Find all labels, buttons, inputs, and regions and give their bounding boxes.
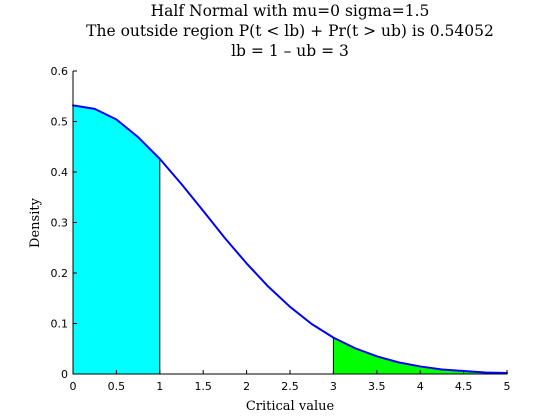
y-tick-label: 0.1	[51, 318, 69, 331]
density-curve-group	[72, 104, 508, 374]
x-tick-label: 2.5	[281, 380, 299, 393]
y-tick-label: 0.6	[51, 65, 69, 78]
density-curve	[72, 104, 508, 374]
x-axis-label: Critical value	[246, 399, 335, 414]
x-tick-label: 4	[417, 380, 424, 393]
chart-title-line-3: lb = 1 – ub = 3	[231, 42, 349, 60]
y-tick-label: 0	[61, 368, 68, 381]
y-axis-label: Density	[28, 197, 43, 248]
x-tick-label: 2	[243, 380, 250, 393]
y-tick-label: 0.4	[51, 166, 69, 179]
chart-title-line-2: The outside region P(t < lb) + Pr(t > ub…	[86, 22, 494, 40]
x-tick-label: 1.5	[194, 380, 212, 393]
x-tick-label: 0.5	[108, 380, 126, 393]
y-tick-label: 0.5	[51, 116, 69, 129]
shaded-region-2	[332, 336, 508, 375]
x-tick-label: 3	[330, 380, 337, 393]
x-tick-label: 5	[504, 380, 511, 393]
y-tick-label: 0.3	[51, 217, 69, 230]
x-axis-ticks: 0 0.5 1 1.5 2 2.5 3 3.5 4 4.5 5	[70, 370, 511, 393]
y-axis-ticks: 0 0.1 0.2 0.3 0.4 0.5 0.6	[51, 65, 77, 381]
shaded-regions	[72, 104, 508, 375]
chart-title: Half Normal with mu=0 sigma=1.5 The outs…	[0, 1, 560, 61]
x-tick-label: 0	[70, 380, 77, 393]
x-tick-label: 3.5	[368, 380, 386, 393]
y-tick-label: 0.2	[51, 267, 69, 280]
chart-title-line-1: Half Normal with mu=0 sigma=1.5	[150, 2, 430, 20]
x-tick-label: 1	[156, 380, 163, 393]
x-tick-label: 4.5	[455, 380, 473, 393]
